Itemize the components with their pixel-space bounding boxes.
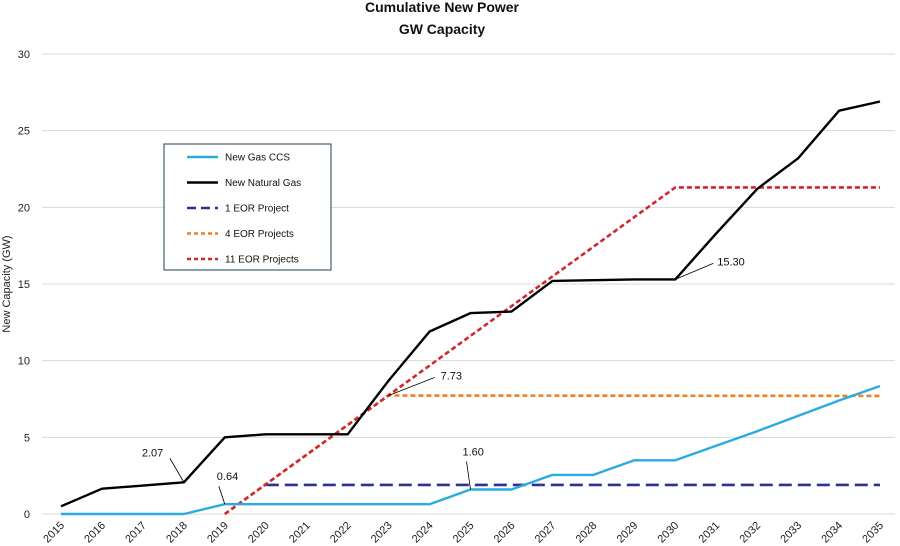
y-tick-label: 5 (24, 432, 30, 444)
legend-label: New Natural Gas (225, 178, 301, 189)
x-tick-label: 2030 (656, 520, 682, 546)
x-tick-label: 2035 (860, 520, 886, 546)
legend-label: New Gas CCS (225, 153, 290, 164)
x-tick-label: 2025 (451, 520, 477, 546)
annotation-label: 2.07 (142, 447, 163, 459)
y-tick-label: 20 (18, 202, 30, 214)
x-tick-label: 2033 (778, 520, 804, 546)
legend-label: 11 EOR Projects (225, 255, 299, 266)
annotation-leader (218, 486, 226, 505)
x-tick-label: 2020 (246, 520, 272, 546)
x-tick-label: 2031 (697, 520, 723, 546)
legend: New Gas CCS New Natural Gas 1 EOR Project 4… (163, 143, 332, 271)
x-tick-label: 2015 (41, 520, 67, 546)
annotation-leader (675, 263, 714, 280)
x-tick-label: 2023 (369, 520, 395, 546)
y-tick-label: 15 (18, 279, 30, 291)
y-tick-label: 30 (18, 49, 30, 61)
series-lines (60, 100, 881, 516)
x-tick-label: 2029 (615, 520, 641, 546)
x-tick-label: 2021 (287, 520, 313, 546)
chart-title: Cumulative New Power (365, 0, 520, 15)
series-line-new-natural-gas (60, 100, 881, 508)
x-tick-label: 2019 (205, 520, 231, 546)
legend-label: 1 EOR Project (225, 204, 289, 215)
x-tick-label: 2018 (164, 520, 190, 546)
annotation-leader (466, 461, 471, 490)
legend-label: 4 EOR Projects (225, 229, 294, 240)
x-tick-label: 2024 (410, 520, 436, 546)
annotation-label: 1.60 (463, 446, 484, 458)
y-tick-label: 25 (18, 126, 30, 138)
annotation-label: 15.30 (717, 256, 745, 268)
x-tick-label: 2027 (533, 520, 559, 546)
chart-subtitle: GW Capacity (399, 21, 486, 37)
x-tick-label: 2016 (82, 520, 108, 546)
series-line-new-gas-ccs (61, 384, 881, 516)
gridlines (42, 53, 895, 515)
annotation-label: 0.64 (217, 471, 238, 483)
annotation-label: 7.73 (441, 370, 462, 382)
y-tick-label: 0 (24, 509, 30, 521)
y-tick-label: 10 (18, 356, 30, 368)
legend-box (163, 143, 332, 271)
x-tick-label: 2026 (492, 520, 518, 546)
data-annotations: 2.07 0.64 7.73 1.60 15.30 (142, 256, 745, 505)
x-tick-label: 2028 (574, 520, 600, 546)
annotation-leader (169, 458, 185, 483)
series-line-4-eor-projects (224, 394, 881, 516)
y-axis-label: New Capacity (GW) (1, 235, 13, 332)
annotation-leader (388, 377, 435, 396)
x-tick-label: 2022 (328, 520, 354, 546)
x-axis-ticks: 2015 2016 2017 2018 2019 2020 2021 2022 2023 2024… (41, 520, 886, 546)
y-axis-ticks: 0 5 10 15 20 25 30 (18, 49, 30, 521)
x-tick-label: 2034 (819, 520, 845, 546)
x-tick-label: 2017 (123, 520, 149, 546)
series-line-11-eor-projects (224, 186, 880, 516)
x-tick-label: 2032 (737, 520, 763, 546)
